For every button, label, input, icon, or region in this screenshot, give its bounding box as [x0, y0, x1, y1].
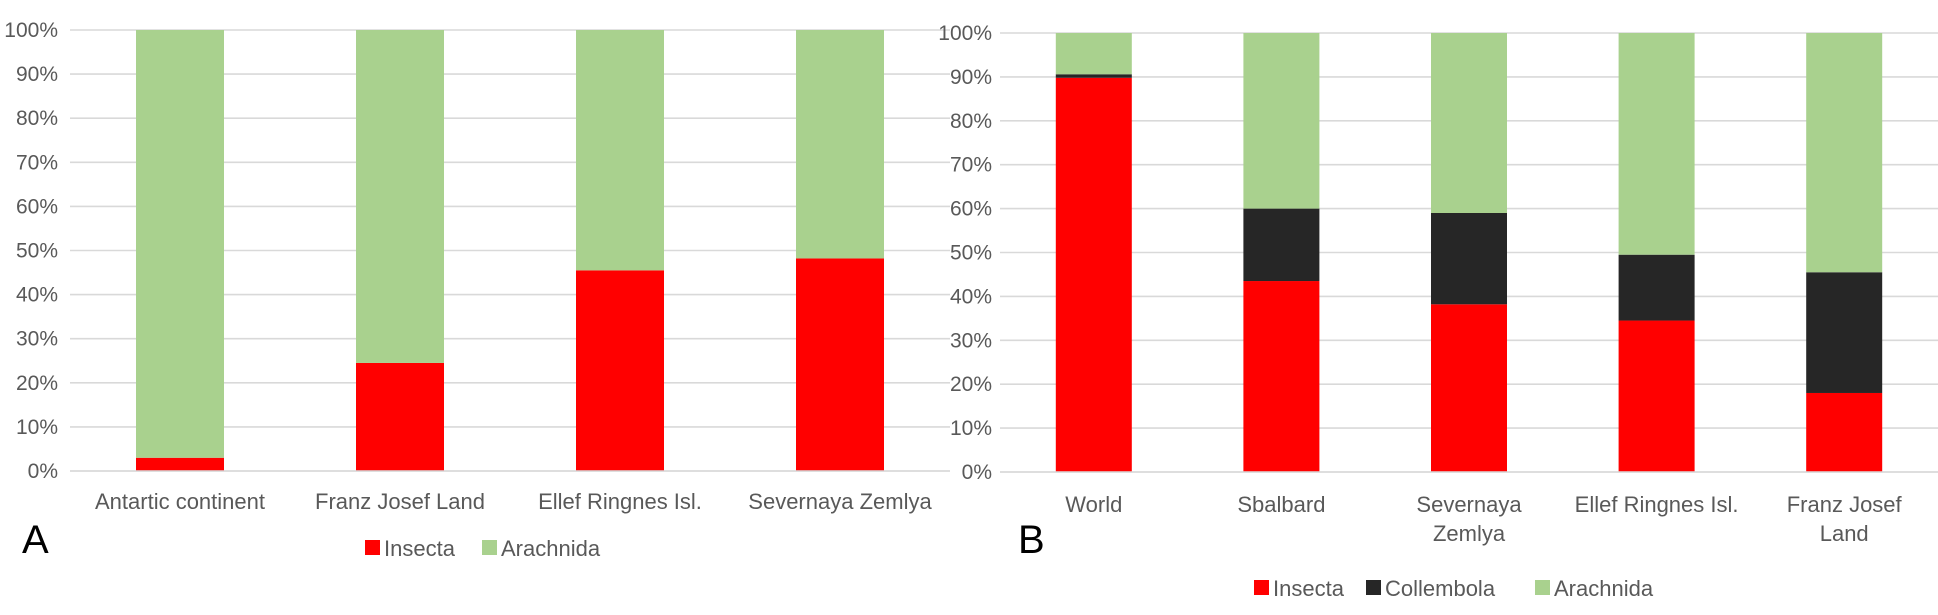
y-tick-label: 20% [950, 373, 992, 396]
x-category-label: Franz Josef Land [315, 489, 485, 514]
y-tick-label: 90% [16, 63, 58, 86]
legend-swatch [482, 540, 497, 555]
y-tick-label: 80% [16, 107, 58, 130]
y-tick-label: 70% [950, 154, 992, 177]
y-tick-label: 50% [950, 242, 992, 265]
legend-label: Arachnida [1554, 576, 1654, 601]
y-tick-label: 10% [950, 417, 992, 440]
chart-panel-a: 0% 10% 20% 30% 40% 50% 60% 70% 80% 90% 100% Antarti… [4, 19, 950, 562]
y-tick-label: 10% [16, 416, 58, 439]
legend-label: Collembola [1385, 576, 1496, 601]
bar-arachnida [1243, 33, 1320, 209]
legend-label: Arachnida [501, 536, 601, 561]
y-tick-label: 50% [16, 240, 58, 263]
x-category-label: Severnaya Zemlya [1416, 492, 1522, 546]
bar-insecta [1431, 304, 1507, 472]
y-tick-label: 40% [16, 284, 58, 307]
legend: Insecta Arachnida [365, 536, 601, 561]
bar-arachnida [1055, 33, 1132, 75]
bar-arachnida [136, 30, 224, 458]
bar-insecta [1243, 281, 1320, 472]
legend-swatch [1254, 580, 1269, 595]
bar-arachnida [356, 30, 444, 363]
bar-collembola [1055, 74, 1132, 78]
y-tick-label: 90% [950, 66, 992, 89]
y-tick-label: 30% [16, 328, 58, 351]
bar-insecta [1806, 392, 1883, 472]
bar-insecta [1618, 320, 1695, 472]
x-category-label: Sbalbard [1237, 492, 1325, 517]
bar-collembola [1243, 208, 1320, 282]
y-tick-label: 0% [28, 460, 58, 483]
x-category-label: Severnaya Zemlya [748, 489, 932, 514]
x-category-label: Antartic continent [95, 489, 265, 514]
legend-label: Insecta [384, 536, 456, 561]
bar-insecta [1055, 77, 1132, 472]
x-category-label: Ellef Ringnes Isl. [538, 489, 702, 514]
panel-label: B [1018, 518, 1045, 562]
legend-swatch [365, 540, 380, 555]
x-category-label: World [1065, 492, 1122, 517]
bar-arachnida [1618, 33, 1695, 255]
y-tick-label: 100% [4, 19, 58, 42]
y-tick-label: 20% [16, 372, 58, 395]
bar-insecta [356, 362, 444, 471]
y-tick-label: 60% [16, 195, 58, 218]
legend: Insecta Collembola Arachnida [1254, 576, 1654, 601]
panel-label: A [22, 518, 49, 562]
y-tick-label: 0% [962, 461, 992, 484]
bar-arachnida [796, 30, 884, 259]
bar-collembola [1431, 212, 1507, 305]
legend-swatch [1535, 580, 1550, 595]
y-tick-label: 70% [16, 151, 58, 174]
y-tick-label: 80% [950, 110, 992, 133]
bar-arachnida [1806, 33, 1883, 273]
bar-insecta [136, 457, 224, 471]
y-tick-label: 100% [938, 22, 992, 45]
bar-arachnida [576, 30, 664, 271]
bar-arachnida [1431, 33, 1507, 213]
y-tick-label: 40% [950, 285, 992, 308]
bar-insecta [796, 258, 884, 471]
bar-collembola [1618, 254, 1695, 321]
legend-swatch [1366, 580, 1381, 595]
x-category-label: Ellef Ringnes Isl. [1575, 492, 1739, 517]
x-category-label: Franz Josef Land [1787, 492, 1903, 546]
bar-collembola [1806, 272, 1883, 393]
y-tick-label: 30% [950, 329, 992, 352]
y-tick-label: 60% [950, 198, 992, 221]
chart-panel-b: 0% 10% 20% 30% 40% 50% 60% 70% 80% 90% 100% World Sb… [938, 22, 1938, 601]
bar-insecta [576, 270, 664, 471]
legend-label: Insecta [1273, 576, 1345, 601]
